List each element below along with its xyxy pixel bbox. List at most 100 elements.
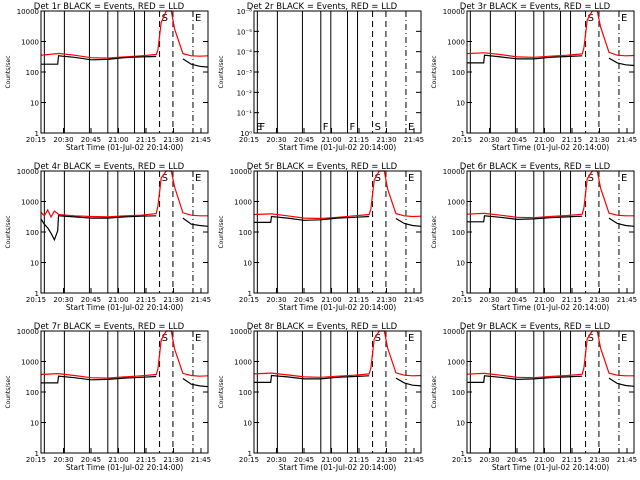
x-tick-label: 21:30 [376, 456, 396, 464]
lld-rate-line [40, 10, 209, 59]
event-marker-label: E [408, 173, 414, 184]
y-tick-label: 10⁻⁵ [237, 28, 253, 36]
x-tick-label: 20:30 [479, 136, 499, 144]
x-tick-label: 21:15 [136, 136, 156, 144]
y-tick-label: 1000 [447, 199, 465, 207]
x-tick-label: 21:15 [136, 456, 156, 464]
panel-title: Det 6r BLACK = Events, RED = LLD [460, 162, 611, 172]
y-tick-label: 10⁰ [240, 130, 252, 138]
x-tick-label: 20:45 [81, 456, 101, 464]
y-tick-label: 1000 [21, 39, 39, 47]
x-tick-label: 21:45 [191, 136, 211, 144]
y-tick-label: 10000 [443, 8, 465, 16]
event-marker-label: S [588, 173, 594, 184]
plot-frame [466, 330, 635, 454]
x-tick-label: 21:15 [562, 136, 582, 144]
x-tick-label: 21:45 [404, 456, 424, 464]
x-tick-label: 20:30 [53, 456, 73, 464]
x-tick-label: 21:30 [376, 136, 396, 144]
y-tick-label: 1 [461, 130, 465, 138]
y-tick-label: 100 [239, 389, 252, 397]
x-tick-label: 20:30 [266, 136, 286, 144]
x-tick-label: 21:00 [108, 456, 128, 464]
y-tick-label: 10⁻³ [237, 69, 253, 77]
x-tick-label: 20:45 [507, 296, 527, 304]
x-tick-label: 21:45 [617, 456, 637, 464]
y-tick-label: 1 [461, 450, 465, 458]
x-tick-label: 21:00 [534, 136, 554, 144]
event-rate-line [254, 215, 422, 227]
y-tick-label: 100 [26, 229, 39, 237]
x-tick-label: 21:15 [349, 456, 369, 464]
event-marker-label: E [408, 122, 414, 133]
y-tick-label: 1 [35, 450, 39, 458]
event-marker-label: S [162, 173, 168, 184]
x-tick-label: 20:30 [53, 296, 73, 304]
event-marker-label: E [195, 173, 201, 184]
event-marker-label: S [375, 122, 381, 133]
plot-frame [40, 330, 209, 454]
y-tick-label: 10 [456, 100, 465, 108]
x-tick-label: 21:00 [108, 136, 128, 144]
x-axis-label: Start Time (01-Jul-02 20:14:00) [279, 303, 396, 312]
y-axis-label: Counts/sec [5, 215, 12, 248]
x-tick-label: 21:45 [617, 296, 637, 304]
x-tick-label: 20:15 [452, 456, 472, 464]
event-marker-label: F [259, 122, 265, 133]
plot-frame [466, 10, 635, 134]
event-marker-label: S [375, 173, 381, 184]
y-tick-label: 1000 [234, 199, 252, 207]
plot-frame [466, 170, 635, 294]
y-tick-label: 10000 [17, 8, 39, 16]
x-tick-label: 21:45 [617, 136, 637, 144]
y-tick-label: 1000 [234, 359, 252, 367]
x-tick-label: 21:15 [349, 136, 369, 144]
y-tick-label: 1000 [21, 359, 39, 367]
x-tick-label: 20:30 [266, 296, 286, 304]
x-tick-label: 21:00 [321, 296, 341, 304]
y-tick-label: 1000 [447, 359, 465, 367]
plot-frame [40, 170, 209, 294]
y-tick-label: 10 [30, 260, 39, 268]
event-marker-label: E [621, 333, 627, 344]
x-tick-label: 21:00 [108, 296, 128, 304]
y-tick-label: 100 [452, 229, 465, 237]
event-marker-label: E [408, 333, 414, 344]
x-tick-label: 21:00 [534, 456, 554, 464]
y-tick-label: 10⁻² [237, 89, 253, 97]
x-tick-label: 20:30 [479, 296, 499, 304]
y-tick-label: 10⁻¹ [237, 110, 253, 118]
y-tick-label: 10000 [443, 168, 465, 176]
lld-rate-line [253, 170, 422, 220]
x-axis-label: Start Time (01-Jul-02 20:14:00) [492, 463, 609, 472]
lld-rate-line [466, 10, 635, 58]
panel-title: Det 7r BLACK = Events, RED = LLD [34, 322, 185, 332]
panel-title: Det 8r BLACK = Events, RED = LLD [247, 322, 398, 332]
x-axis-label: Start Time (01-Jul-02 20:14:00) [66, 143, 183, 152]
x-tick-label: 20:45 [294, 456, 314, 464]
event-marker-label: F [350, 122, 356, 133]
y-tick-label: 1000 [447, 39, 465, 47]
y-axis-label: Counts/sec [218, 55, 225, 88]
x-tick-label: 21:15 [136, 296, 156, 304]
x-tick-label: 20:45 [81, 136, 101, 144]
x-tick-label: 21:00 [321, 136, 341, 144]
y-tick-label: 10 [456, 260, 465, 268]
x-tick-label: 21:15 [562, 456, 582, 464]
y-tick-label: 10 [30, 100, 39, 108]
x-tick-label: 20:30 [479, 456, 499, 464]
event-rate-line [254, 374, 422, 387]
x-tick-label: 20:15 [26, 456, 46, 464]
y-tick-label: 10 [243, 420, 252, 428]
x-tick-label: 21:30 [589, 456, 609, 464]
y-tick-label: 100 [452, 389, 465, 397]
y-axis-label: Counts/sec [431, 375, 438, 408]
y-tick-label: 10⁻⁶ [237, 8, 253, 16]
y-tick-label: 1000 [21, 199, 39, 207]
x-tick-label: 20:15 [26, 136, 46, 144]
